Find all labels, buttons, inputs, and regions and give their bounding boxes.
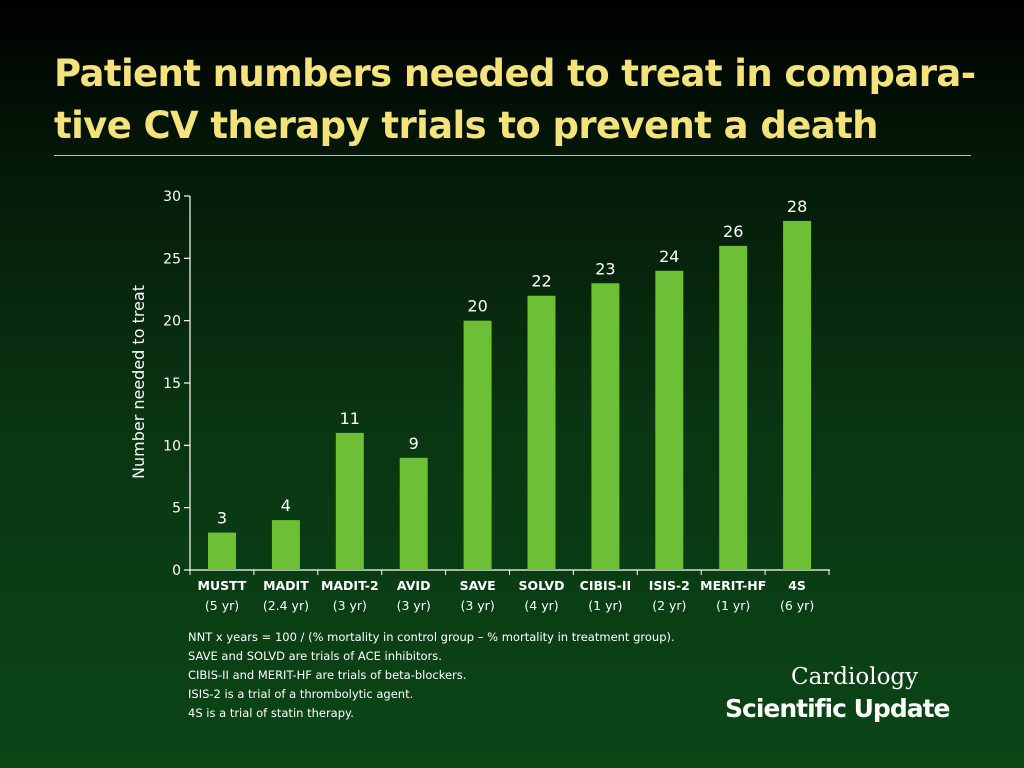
- logo-line-cardiology: Cardiology: [791, 664, 919, 690]
- category-duration: (3 yr): [333, 598, 367, 613]
- bar-4s: [783, 220, 812, 570]
- logo-line-scientific-update: Scientific Update: [725, 694, 951, 723]
- bar-isis-2: [655, 270, 684, 570]
- category-duration: (1 yr): [588, 598, 622, 613]
- bar-solvd: [527, 295, 556, 570]
- footnotes: NNT x years = 100 / (% mortality in cont…: [188, 628, 675, 723]
- category-label: AVID: [397, 578, 431, 593]
- category-duration: (3 yr): [460, 598, 494, 613]
- category-label: CIBIS-II: [580, 578, 632, 593]
- bar-mustt: [208, 532, 236, 570]
- data-label: 4: [281, 496, 291, 515]
- data-label: 24: [659, 247, 679, 266]
- chart-labels: 3 MUSTT (5 yr) 4 MADIT (2.4 yr) 11 MADIT-2 (3 yr…: [198, 197, 815, 613]
- category-duration: (4 yr): [524, 598, 558, 613]
- footnote-line: NNT x years = 100 / (% mortality in cont…: [188, 630, 675, 644]
- category-label: MADIT-2: [321, 578, 379, 593]
- bar-avid: [399, 457, 428, 570]
- footnote-line: SAVE and SOLVD are trials of ACE inhibit…: [188, 649, 442, 663]
- category-duration: (6 yr): [780, 598, 814, 613]
- y-tick-label: 15: [163, 376, 181, 392]
- y-tick-label: 25: [163, 251, 181, 267]
- data-label: 23: [595, 259, 615, 278]
- bar-madit: [271, 520, 300, 570]
- chart-bars: [208, 220, 812, 570]
- category-duration: (2 yr): [652, 598, 686, 613]
- bar-merit-hf: [719, 245, 748, 570]
- title-divider: [54, 155, 971, 156]
- footnote-line: ISIS-2 is a trial of a thrombolytic agen…: [188, 687, 414, 701]
- y-tick-label: 30: [163, 189, 181, 205]
- category-duration: (2.4 yr): [263, 598, 309, 613]
- category-duration: (5 yr): [205, 598, 239, 613]
- footnote-line: CIBIS-II and MERIT-HF are trials of beta…: [188, 668, 467, 682]
- category-label: SAVE: [460, 578, 496, 593]
- category-label: 4S: [788, 578, 806, 593]
- data-label: 28: [787, 197, 807, 216]
- category-label: MERIT-HF: [700, 578, 766, 593]
- data-label: 26: [723, 222, 743, 241]
- data-label: 3: [217, 509, 227, 528]
- category-duration: (1 yr): [716, 598, 750, 613]
- category-label: SOLVD: [519, 578, 565, 593]
- category-label: MADIT: [263, 578, 309, 593]
- data-label: 20: [467, 297, 487, 316]
- bar-madit-2: [335, 432, 364, 570]
- y-tick-label: 10: [163, 438, 181, 454]
- data-label: 11: [340, 409, 360, 428]
- category-duration: (3 yr): [397, 598, 431, 613]
- category-label: MUSTT: [198, 578, 247, 593]
- y-axis-label: Number needed to treat: [129, 285, 148, 479]
- data-label: 22: [531, 272, 551, 291]
- category-label: ISIS-2: [649, 578, 690, 593]
- chart-axes: 0 5 10 15 20 25 30: [163, 189, 830, 579]
- footnote-line: 4S is a trial of statin therapy.: [188, 706, 354, 720]
- y-tick-label: 20: [163, 314, 181, 330]
- bar-save: [463, 320, 492, 570]
- slide-title: Patient numbers needed to treat in compa…: [54, 52, 976, 147]
- bar-cibis-ii: [591, 283, 620, 570]
- y-tick-label: 0: [172, 563, 181, 579]
- y-tick-label: 5: [172, 501, 181, 517]
- data-label: 9: [409, 434, 419, 453]
